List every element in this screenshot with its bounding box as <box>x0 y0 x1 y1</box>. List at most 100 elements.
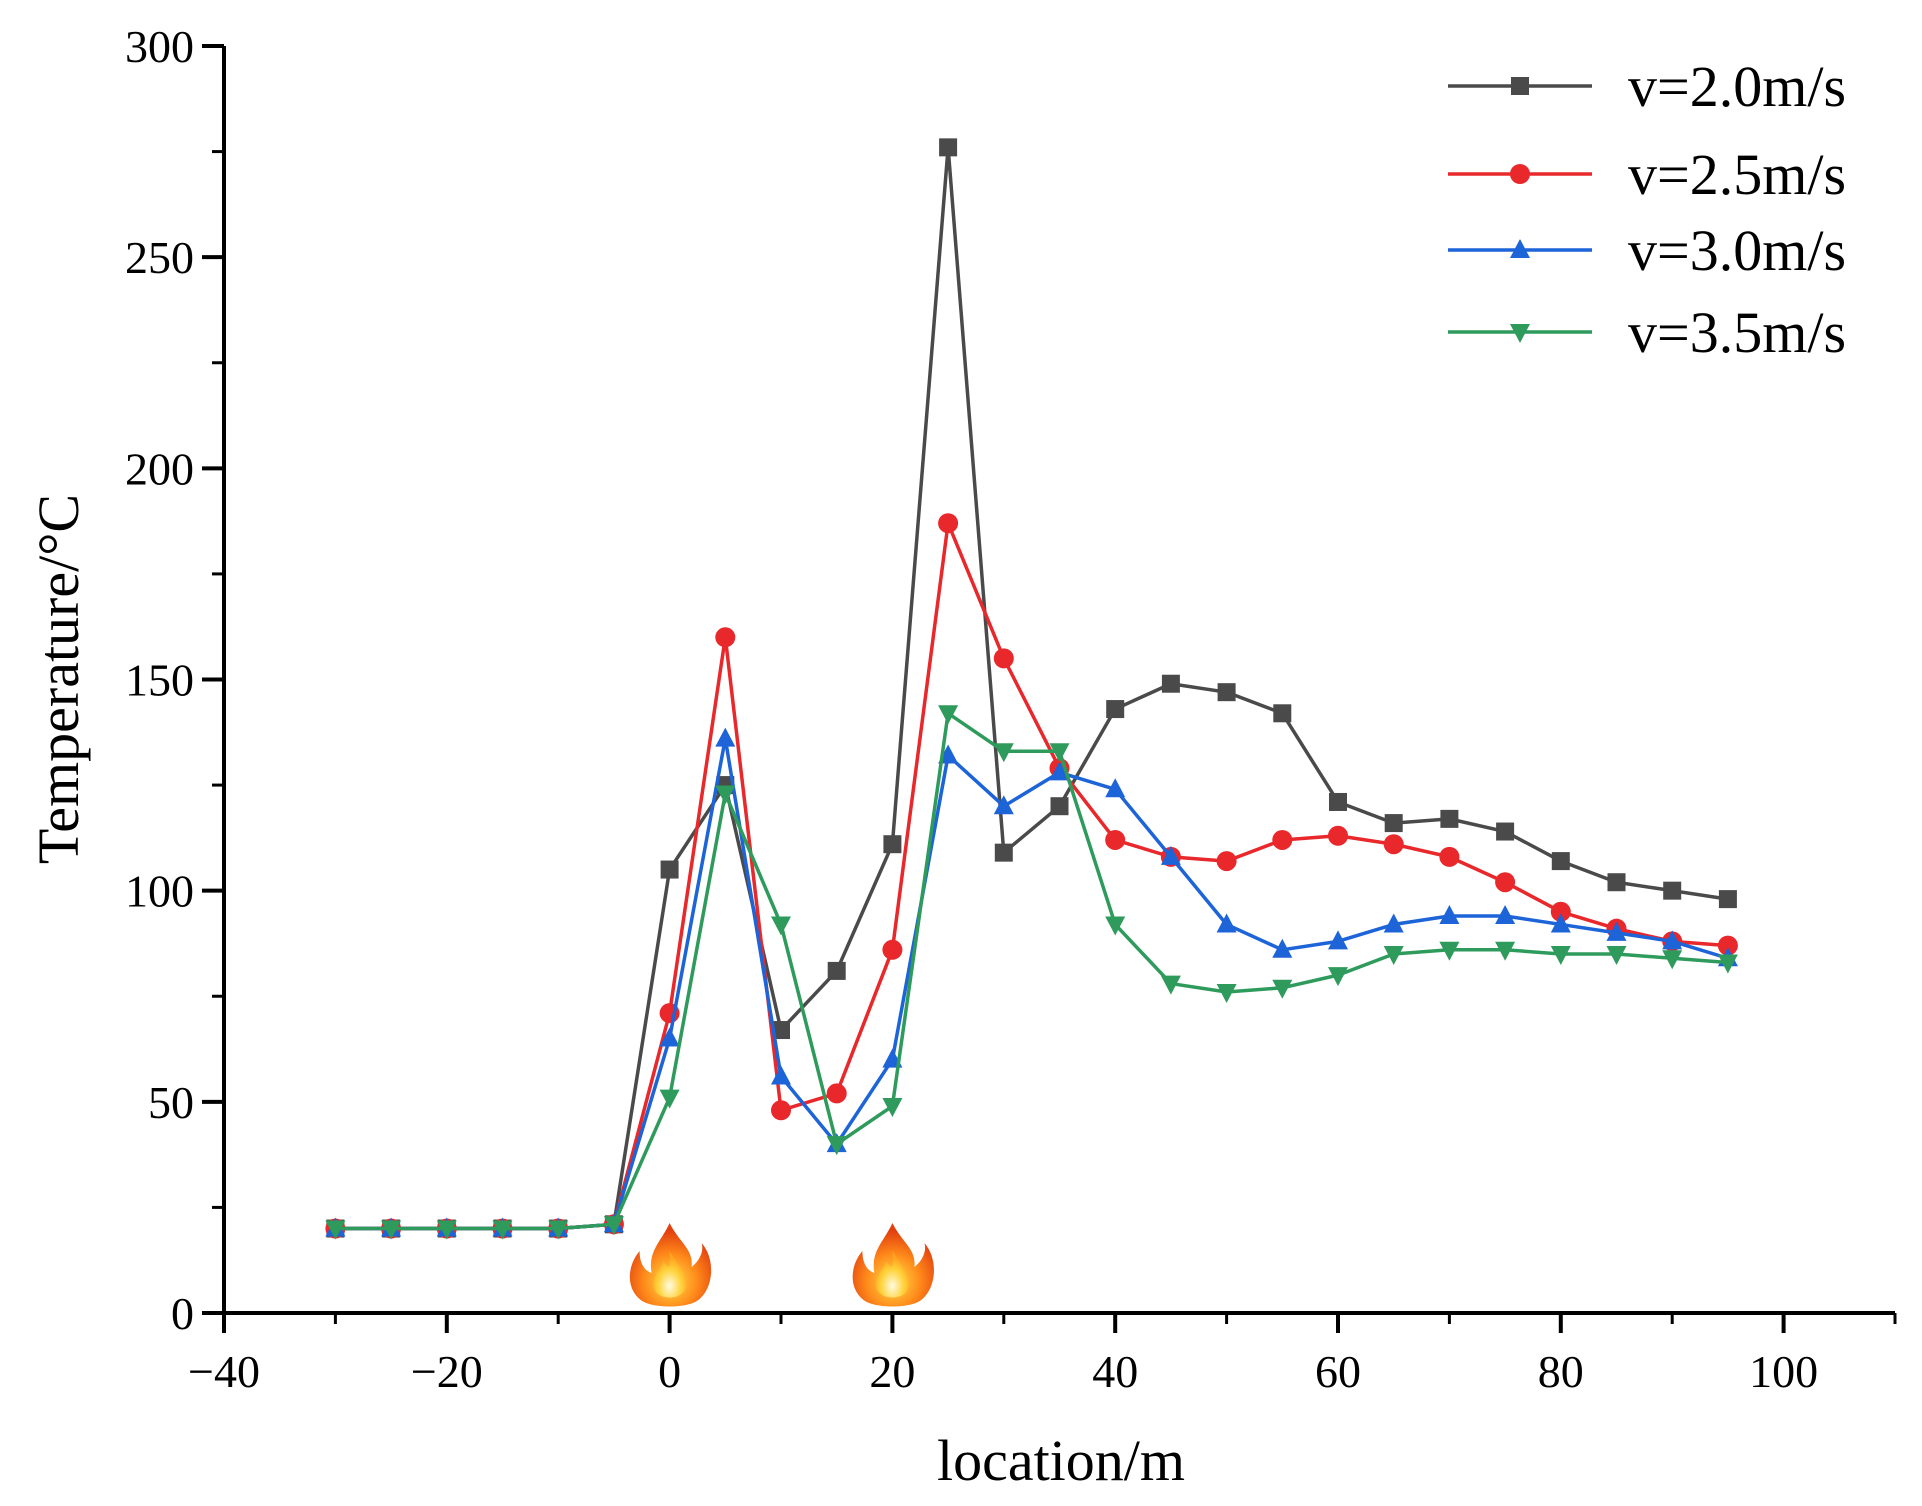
data-point <box>771 1065 791 1085</box>
y-tick-label: 200 <box>125 443 194 494</box>
legend-marker <box>1511 77 1529 95</box>
legend-label: v=3.5m/s <box>1628 300 1846 365</box>
legend-marker <box>1510 239 1530 258</box>
data-point <box>994 843 1013 862</box>
data-point <box>771 916 791 936</box>
data-point <box>882 1098 903 1118</box>
data-point <box>938 513 959 534</box>
legend-marker <box>1510 324 1530 343</box>
data-point <box>1273 704 1292 723</box>
data-point <box>1328 930 1348 950</box>
data-point <box>1328 967 1348 987</box>
data-point <box>1607 873 1626 892</box>
data-point <box>548 1220 569 1240</box>
y-tick-label: 0 <box>171 1288 194 1339</box>
y-tick-label: 300 <box>125 21 194 72</box>
data-point <box>1105 829 1126 850</box>
x-tick-label: 60 <box>1315 1346 1361 1397</box>
data-point <box>492 1220 513 1240</box>
data-point <box>660 860 679 879</box>
data-point <box>1717 935 1738 956</box>
data-point <box>1717 954 1738 974</box>
data-point <box>1049 743 1070 763</box>
data-point <box>715 727 736 747</box>
x-axis-title: location/m <box>937 1428 1185 1493</box>
data-point <box>1662 950 1683 970</box>
x-tick-label: −20 <box>411 1346 483 1397</box>
data-point <box>603 1216 624 1236</box>
data-point <box>939 138 958 157</box>
series-line <box>335 521 1729 1231</box>
fire-icon <box>629 1223 712 1307</box>
data-point <box>1105 778 1126 798</box>
data-point <box>1550 901 1571 922</box>
series-line <box>335 711 1729 1231</box>
data-point <box>715 785 736 805</box>
data-point <box>993 743 1014 763</box>
data-point <box>1216 984 1237 1004</box>
fire-icon <box>852 1223 934 1307</box>
data-point <box>1439 941 1460 961</box>
x-ticks: −40 −20 0 20 40 60 80 100 <box>188 1313 1897 1397</box>
data-point <box>993 648 1014 669</box>
data-point <box>1161 674 1180 693</box>
legend-item: v=3.5m/s <box>1448 300 1846 365</box>
data-point <box>827 961 846 980</box>
y-tick-label: 150 <box>125 655 194 706</box>
data-point <box>1495 905 1516 925</box>
data-point <box>938 705 959 725</box>
data-point <box>826 1083 847 1104</box>
data-point <box>771 1100 791 1121</box>
plot-series <box>325 138 1738 1240</box>
data-point <box>1328 825 1348 846</box>
data-point <box>1050 797 1069 816</box>
data-point <box>1105 916 1126 936</box>
legend-item: v=3.0m/s <box>1448 218 1846 283</box>
data-point <box>1272 938 1293 958</box>
data-point <box>883 835 902 854</box>
data-point <box>993 795 1014 815</box>
data-point <box>1272 829 1293 850</box>
x-tick-label: 100 <box>1749 1346 1818 1397</box>
data-point <box>1718 890 1737 909</box>
data-point <box>1049 761 1070 781</box>
data-point <box>1551 852 1570 871</box>
data-point <box>1663 881 1682 900</box>
x-tick-label: 20 <box>869 1346 915 1397</box>
series-v=2.5m/s <box>325 513 1738 1239</box>
y-tick-label: 250 <box>125 232 194 283</box>
data-point <box>1160 975 1181 995</box>
series-v=3.0m/s <box>325 727 1738 1237</box>
x-tick-label: 80 <box>1538 1346 1584 1397</box>
data-point <box>1160 845 1181 865</box>
data-point <box>1383 834 1404 855</box>
y-tick-label: 100 <box>125 866 194 917</box>
data-point <box>1439 846 1460 867</box>
data-point <box>1329 792 1347 811</box>
legend: v=2.0m/s v=2.5m/s v=3.0m/s v=3.5m/s <box>1448 54 1846 365</box>
data-point <box>1272 979 1293 999</box>
series-line <box>335 736 1729 1231</box>
legend-item: v=2.0m/s <box>1448 54 1846 119</box>
data-point <box>659 1089 680 1109</box>
data-point <box>1495 872 1516 893</box>
data-point <box>1440 809 1459 828</box>
legend-item: v=2.5m/s <box>1448 142 1846 207</box>
data-point <box>826 1136 847 1156</box>
legend-label: v=2.0m/s <box>1628 54 1846 119</box>
data-point <box>436 1220 457 1240</box>
x-tick-label: −40 <box>188 1346 260 1397</box>
fire-inner <box>876 1251 909 1298</box>
series-line <box>335 145 1729 1231</box>
data-point <box>1216 913 1237 933</box>
data-point <box>1606 946 1627 966</box>
data-point <box>1439 905 1460 925</box>
legend-marker <box>1510 164 1530 184</box>
annotations <box>629 1223 934 1307</box>
data-point <box>1550 913 1571 933</box>
data-point <box>882 939 903 960</box>
data-point <box>1662 930 1683 950</box>
data-point <box>1606 921 1627 941</box>
legend-label: v=3.0m/s <box>1628 218 1846 283</box>
data-point <box>1496 822 1515 841</box>
